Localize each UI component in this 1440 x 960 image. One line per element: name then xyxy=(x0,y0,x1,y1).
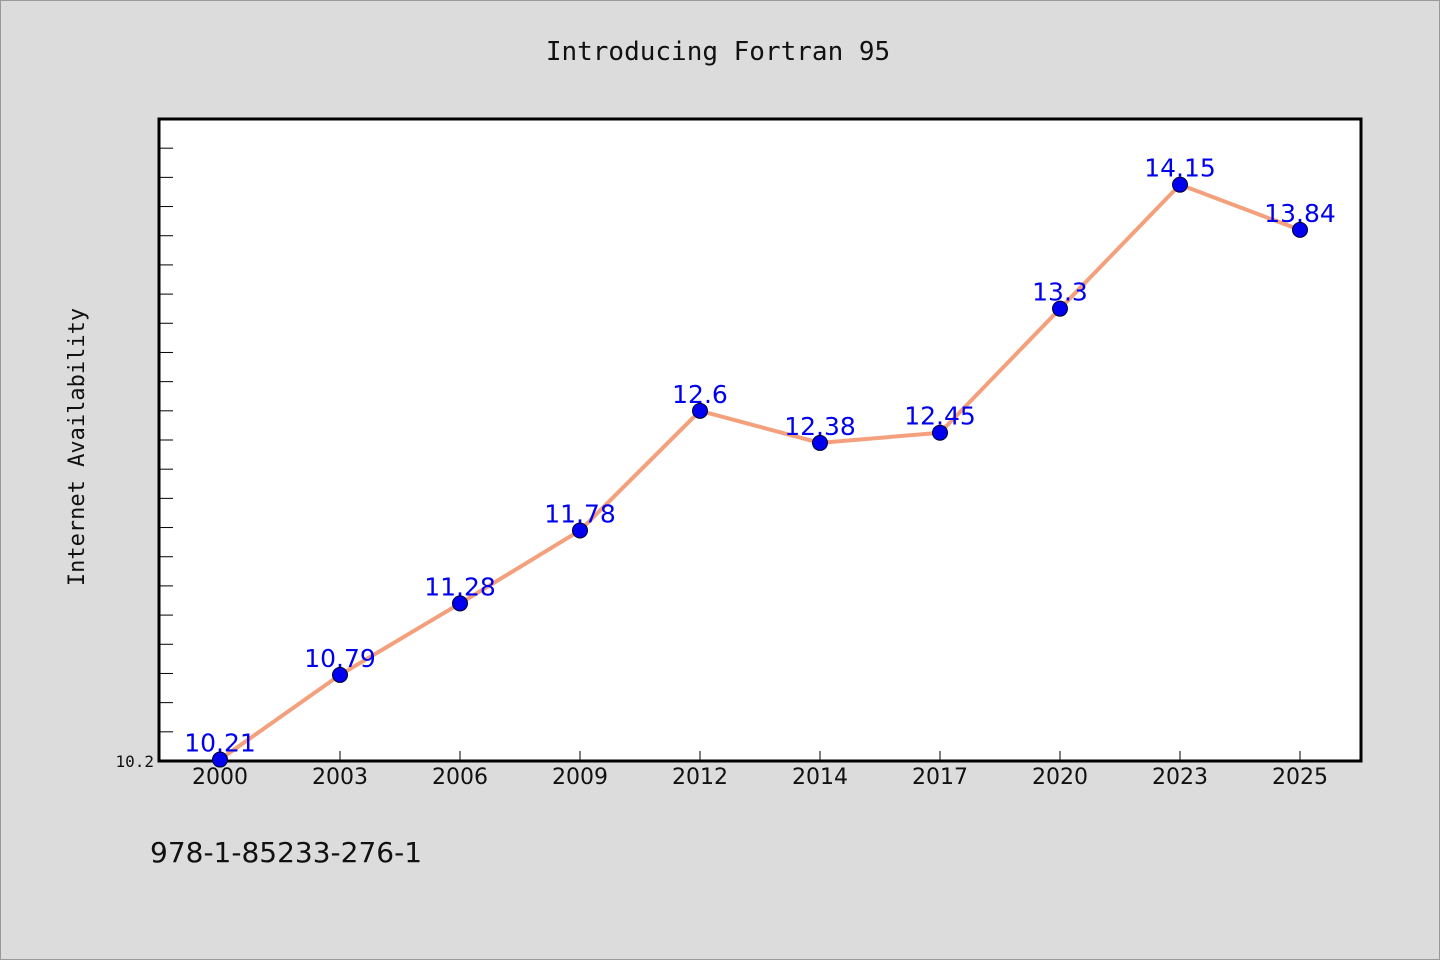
data-label: 12.38 xyxy=(784,412,856,441)
x-tick-label: 2020 xyxy=(1032,765,1088,790)
data-label: 10.21 xyxy=(184,729,256,758)
data-point xyxy=(572,522,588,539)
data-point xyxy=(332,666,348,683)
data-point xyxy=(1172,176,1188,193)
series-layer xyxy=(218,182,1302,762)
y-axis-label: Internet Availability xyxy=(65,308,90,586)
data-label: 10.79 xyxy=(304,644,376,673)
data-point xyxy=(812,434,828,451)
x-tick-label: 2009 xyxy=(552,765,608,790)
data-label: 13.3 xyxy=(1032,278,1088,307)
x-tick-label: 2017 xyxy=(912,765,968,790)
data-label: 11.78 xyxy=(544,499,616,528)
data-label: 12.6 xyxy=(672,380,728,409)
series-line xyxy=(218,182,1302,762)
data-label-layer: 10.21 10.79 11.28 11.78 12.6 12.38 12.45 13.3 14… xyxy=(184,154,1336,758)
x-tick-label: 2025 xyxy=(1272,765,1328,790)
y-axis-tick-labels: 10.2 xyxy=(115,752,154,771)
data-point xyxy=(692,402,708,419)
data-point xyxy=(1052,300,1068,317)
x-tick-label: 2012 xyxy=(672,765,728,790)
y-tick-label: 10.2 xyxy=(115,752,154,771)
x-tick-label: 2003 xyxy=(312,765,368,790)
data-point xyxy=(452,595,468,612)
x-axis-ticks: 2000 2003 2006 2009 2012 2014 2017 2020 2023 2025 xyxy=(192,751,1328,790)
data-label: 12.45 xyxy=(904,402,976,431)
data-point xyxy=(212,751,228,768)
data-point xyxy=(932,424,948,441)
y-minor-ticks xyxy=(159,147,173,733)
x-tick-label: 2000 xyxy=(192,765,248,790)
data-label: 11.28 xyxy=(424,572,496,601)
chart-title: Introducing Fortran 95 xyxy=(546,37,890,67)
plot-area xyxy=(157,117,1363,763)
data-label: 13.84 xyxy=(1264,199,1336,228)
footer-isbn: 978-1-85233-276-1 xyxy=(150,836,422,869)
x-tick-label: 2006 xyxy=(432,765,488,790)
marker-layer xyxy=(212,176,1308,768)
x-tick-label: 2023 xyxy=(1152,765,1208,790)
data-point xyxy=(1292,221,1308,238)
x-tick-label: 2014 xyxy=(792,765,848,790)
data-label: 14.15 xyxy=(1144,154,1216,183)
